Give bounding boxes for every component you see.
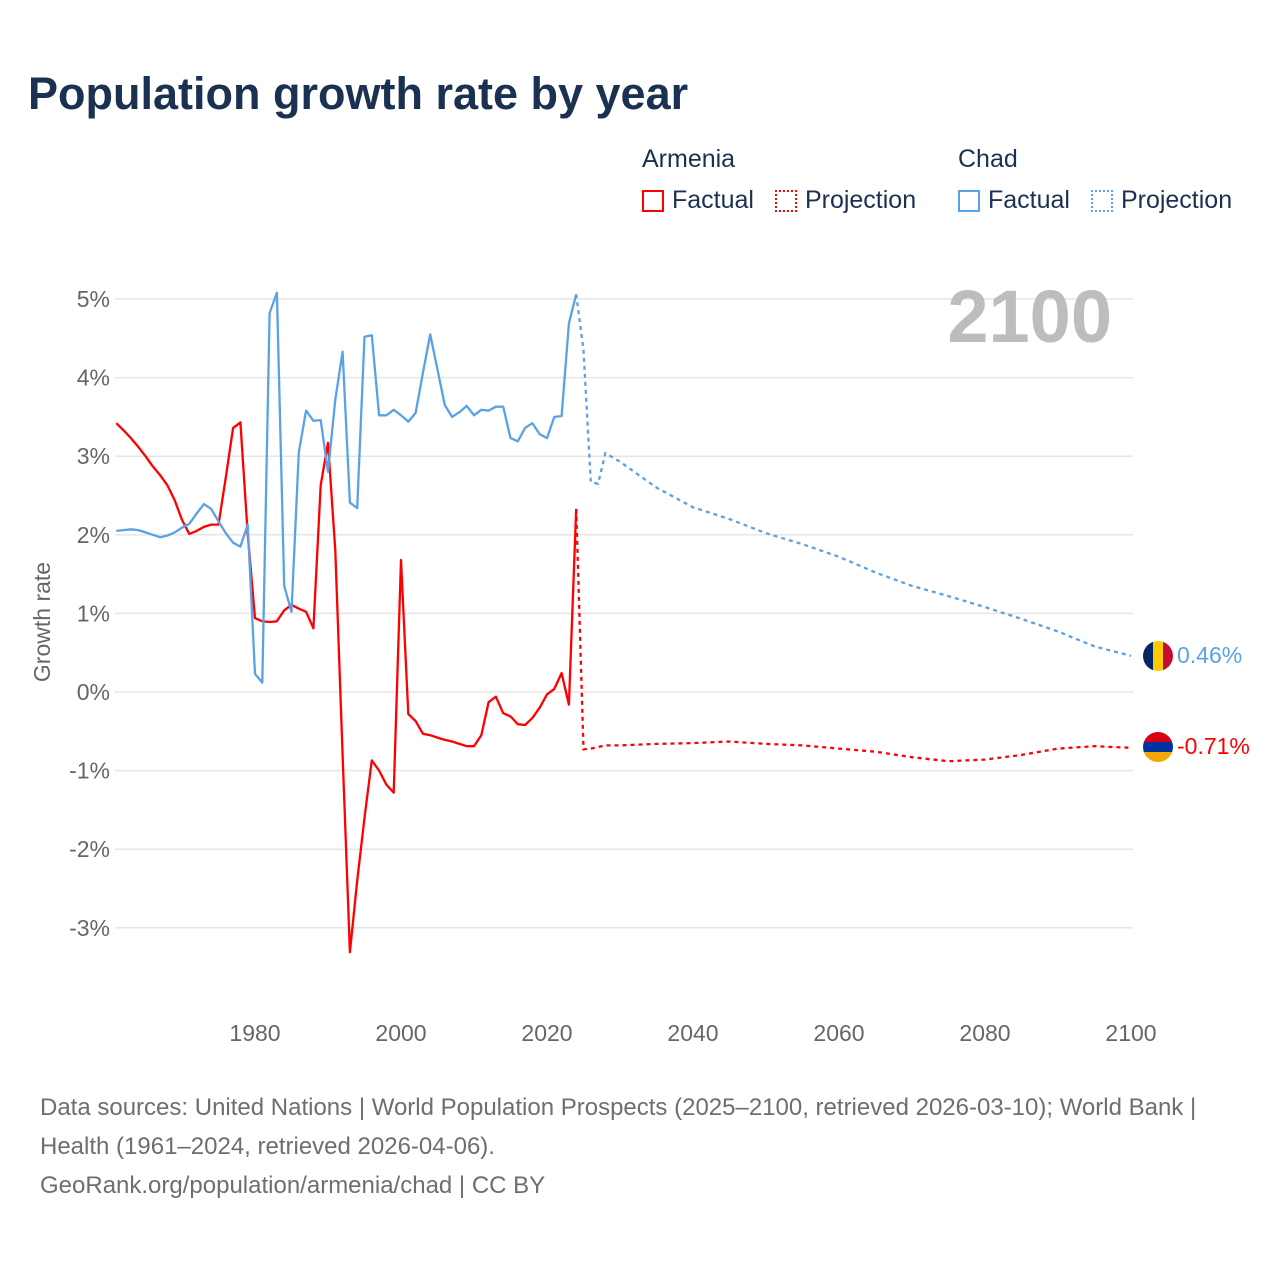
legend-chad: Chad Factual Projection [958, 145, 1232, 219]
x-tick-label: 2020 [521, 1020, 572, 1046]
y-tick-label: 3% [77, 443, 110, 469]
y-tick-label: -1% [69, 758, 110, 784]
y-tick-label: 2% [77, 522, 110, 548]
x-tick-label: 2100 [1105, 1020, 1156, 1046]
x-tick-label: 2000 [375, 1020, 426, 1046]
x-tick-label: 1980 [229, 1020, 280, 1046]
y-tick-label: 4% [77, 365, 110, 391]
armenia-factual-line [115, 421, 578, 954]
y-tick-label: 5% [77, 286, 110, 312]
armenia-projection-line [575, 508, 1132, 763]
legend-label: Factual [672, 186, 754, 214]
legend-label: Factual [988, 186, 1070, 214]
solid-swatch-icon [642, 189, 664, 212]
legend-chad-projection[interactable]: Projection [1090, 186, 1233, 215]
footer: Data sources: United Nations | World Pop… [40, 1088, 1240, 1205]
x-tick-label: 2080 [959, 1020, 1010, 1046]
armenia-flag-icon [1143, 732, 1173, 762]
solid-swatch-icon [958, 189, 980, 212]
legend-armenia-projection[interactable]: Projection [774, 186, 917, 215]
chad-projection-line [575, 294, 1132, 657]
legend-armenia: Armenia Factual Projection [642, 145, 930, 219]
y-tick-label: 1% [77, 600, 110, 626]
legend-label: Projection [804, 186, 917, 214]
legend-armenia-factual[interactable]: Factual [642, 186, 754, 215]
y-axis-label: Growth rate [29, 562, 55, 682]
data-sources: Data sources: United Nations | World Pop… [40, 1094, 1197, 1160]
legend-armenia-name: Armenia [642, 145, 736, 173]
y-tick-label: -3% [69, 915, 110, 941]
y-tick-label: 0% [77, 679, 110, 705]
legend-chad-name: Chad [958, 145, 1018, 173]
chad-flag-icon [1143, 641, 1173, 671]
armenia-end-label: -0.71% [1177, 733, 1250, 759]
credit-link[interactable]: GeoRank.org/population/armenia/chad | CC… [40, 1172, 546, 1199]
x-tick-label: 2040 [667, 1020, 718, 1046]
legend-chad-factual[interactable]: Factual [958, 186, 1070, 215]
y-tick-label: -2% [69, 836, 110, 862]
dotted-swatch-icon [1090, 189, 1113, 212]
chad-factual-line [116, 291, 578, 684]
x-tick-label: 2060 [813, 1020, 864, 1046]
chart-title: Population growth rate by year [28, 68, 689, 119]
chad-end-label: 0.46% [1177, 642, 1242, 668]
year-label: 2100 [947, 275, 1112, 358]
dotted-swatch-icon [774, 189, 797, 212]
legend-label: Projection [1120, 186, 1233, 214]
